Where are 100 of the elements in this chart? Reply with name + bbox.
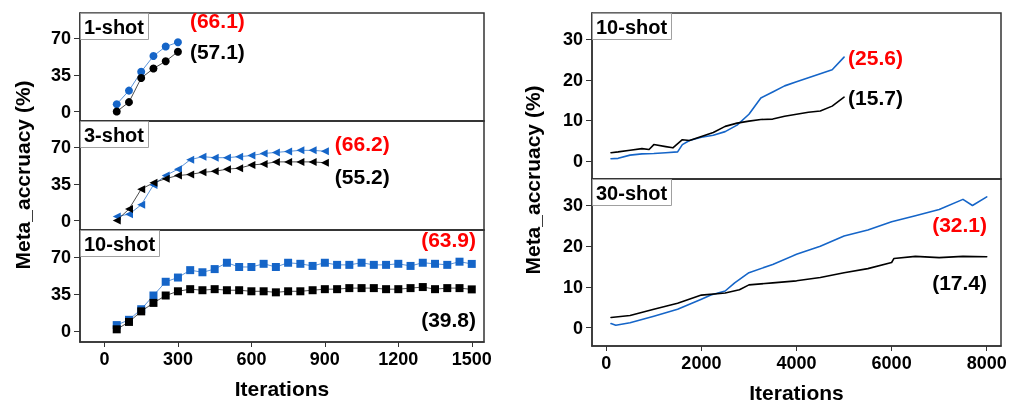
point bbox=[137, 74, 146, 83]
point bbox=[467, 285, 476, 294]
point bbox=[284, 287, 293, 296]
point bbox=[259, 287, 268, 296]
point bbox=[369, 260, 378, 269]
x-tick-label: 6000 bbox=[871, 353, 912, 373]
point bbox=[222, 165, 231, 174]
point bbox=[467, 259, 476, 268]
annotation: (15.7) bbox=[848, 85, 903, 109]
point bbox=[308, 157, 317, 166]
point bbox=[222, 286, 231, 295]
point bbox=[161, 57, 170, 66]
point bbox=[137, 185, 146, 194]
y-tick-label: 0 bbox=[60, 321, 71, 342]
point bbox=[271, 288, 280, 297]
point bbox=[173, 273, 182, 282]
point bbox=[124, 86, 133, 95]
point bbox=[235, 262, 244, 271]
point bbox=[271, 148, 280, 157]
point bbox=[333, 285, 342, 294]
point bbox=[406, 261, 415, 270]
y-tick-label: 10 bbox=[562, 276, 583, 297]
chart-title: 1-shot bbox=[84, 16, 145, 38]
chart-title: 10-shot bbox=[84, 233, 156, 255]
point bbox=[112, 216, 121, 225]
annotation: (17.4) bbox=[932, 271, 987, 295]
point bbox=[394, 259, 403, 268]
point bbox=[284, 157, 293, 166]
chart-title: 3-shot bbox=[84, 124, 145, 146]
x-axis-title: Iterations bbox=[234, 377, 330, 400]
point bbox=[369, 284, 378, 293]
point bbox=[455, 257, 464, 266]
point bbox=[186, 285, 195, 294]
y-axis-title: Meta_accruacy (%) bbox=[520, 85, 544, 275]
point bbox=[173, 165, 182, 174]
point bbox=[320, 258, 329, 267]
y-tick-label: 20 bbox=[562, 236, 583, 257]
point bbox=[308, 261, 317, 270]
point bbox=[345, 284, 354, 293]
y-tick-label: 70 bbox=[50, 247, 71, 268]
point bbox=[296, 259, 305, 268]
point bbox=[124, 205, 133, 214]
point bbox=[296, 287, 305, 296]
point bbox=[308, 286, 317, 295]
point bbox=[173, 171, 182, 180]
y-tick-label: 70 bbox=[50, 28, 71, 49]
point bbox=[173, 38, 182, 47]
point bbox=[198, 286, 207, 295]
point bbox=[271, 157, 280, 166]
x-tick-label: 2000 bbox=[681, 353, 722, 373]
point bbox=[210, 167, 219, 176]
point bbox=[210, 265, 219, 274]
point bbox=[382, 260, 391, 269]
annotation: (32.1) bbox=[932, 213, 987, 237]
line-series bbox=[610, 255, 988, 319]
point bbox=[149, 64, 158, 73]
chart-title: 10-shot bbox=[596, 16, 668, 38]
point bbox=[418, 258, 427, 267]
y-tick-label: 30 bbox=[562, 195, 583, 216]
point bbox=[235, 164, 244, 173]
point bbox=[357, 258, 366, 267]
line-series bbox=[610, 56, 845, 160]
chart-title: 30-shot bbox=[596, 182, 668, 204]
y-axis-title: Meta_accruacy (%) bbox=[10, 80, 34, 270]
point bbox=[455, 284, 464, 293]
y-tick-label: 20 bbox=[562, 69, 583, 90]
line-series bbox=[610, 96, 845, 154]
annotation: (25.6) bbox=[848, 45, 903, 69]
x-tick-label: 600 bbox=[236, 349, 267, 369]
x-axis-title: Iterations bbox=[749, 381, 844, 404]
annotation: (63.9) bbox=[421, 228, 476, 252]
annotation: (66.2) bbox=[334, 131, 390, 155]
point bbox=[222, 258, 231, 267]
y-tick-label: 35 bbox=[50, 64, 71, 85]
annotation: (66.1) bbox=[189, 8, 245, 32]
point bbox=[235, 286, 244, 295]
x-tick-label: 900 bbox=[309, 349, 340, 369]
y-tick-label: 0 bbox=[572, 317, 583, 338]
point bbox=[357, 284, 366, 293]
point bbox=[161, 42, 170, 51]
point bbox=[333, 260, 342, 269]
point bbox=[259, 149, 268, 158]
point bbox=[112, 325, 121, 334]
point bbox=[210, 285, 219, 294]
point bbox=[124, 98, 133, 107]
point bbox=[149, 298, 158, 307]
x-tick-label: 300 bbox=[162, 349, 193, 369]
point bbox=[443, 260, 452, 269]
point bbox=[247, 262, 256, 271]
point bbox=[259, 259, 268, 268]
point bbox=[112, 107, 121, 116]
x-tick-label: 1200 bbox=[378, 349, 419, 369]
point bbox=[431, 259, 440, 268]
x-tick-label: 1500 bbox=[451, 349, 492, 369]
point bbox=[222, 153, 231, 162]
point bbox=[210, 153, 219, 162]
point bbox=[394, 285, 403, 294]
point bbox=[112, 100, 121, 109]
point bbox=[418, 283, 427, 292]
point bbox=[235, 152, 244, 161]
